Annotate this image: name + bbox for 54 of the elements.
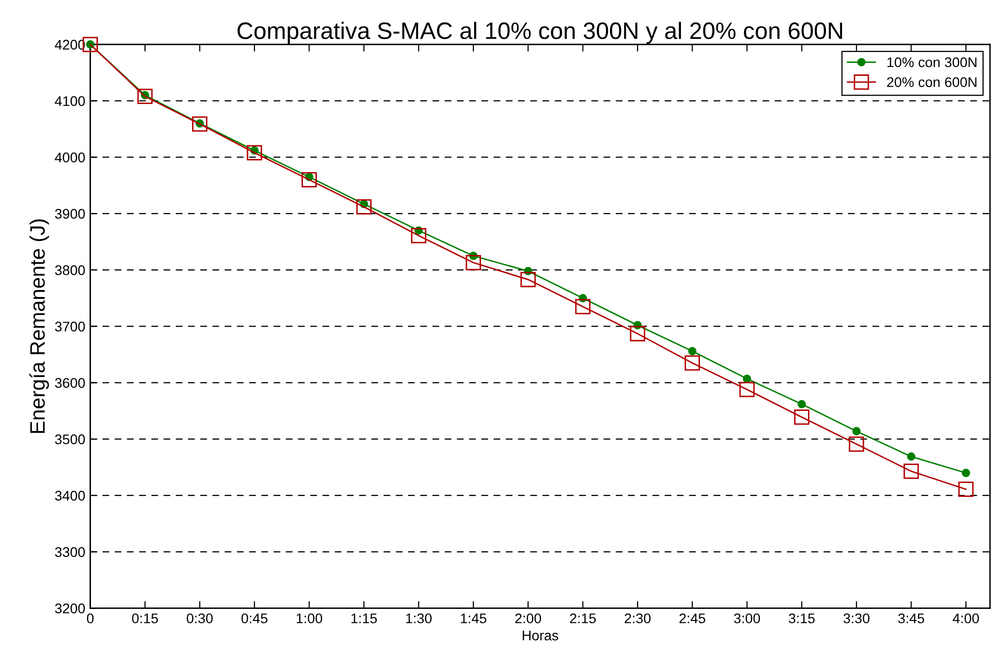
x-tick-label: 3:45 (898, 613, 924, 624)
point (852, 427, 861, 436)
y-axis-title: Energía Remanente (J) (29, 219, 49, 433)
point (466, 255, 482, 270)
point (137, 88, 153, 104)
point (356, 199, 372, 214)
y-tick-label: 3800 (55, 265, 85, 276)
point (411, 228, 426, 244)
x-tick-label: 0:15 (132, 613, 158, 624)
point (794, 409, 810, 425)
y-tick-label: 3400 (55, 490, 85, 501)
point (630, 326, 646, 342)
y-tick-label: 3200 (55, 604, 85, 614)
x-tick-label: 2:30 (624, 613, 651, 624)
point (246, 145, 262, 160)
point (904, 464, 919, 479)
legend-label: 10% con 300N (887, 57, 976, 68)
x-tick-label: 4:00 (952, 613, 979, 624)
y-tick-label: 3700 (55, 322, 85, 332)
y-tick-label: 3300 (55, 547, 85, 558)
x-tick-label: 1:30 (406, 613, 432, 624)
y-tick-label: 4100 (54, 96, 85, 106)
point (742, 374, 752, 383)
x-tick-label: 1:15 (351, 614, 377, 624)
x-tick-label: 2:15 (570, 613, 596, 624)
point (520, 272, 536, 288)
x-tick-label: 3:15 (788, 613, 815, 624)
point (302, 172, 317, 188)
y-tick-label: 4000 (54, 152, 85, 162)
x-tick-label: 2:45 (679, 613, 706, 624)
x-tick-label: 0:45 (241, 613, 268, 624)
point (962, 468, 970, 478)
x-tick-label: 3:00 (734, 613, 760, 624)
x-tick-label: 3:30 (843, 613, 870, 624)
y-tick-label: 3600 (55, 378, 85, 388)
point (798, 400, 806, 408)
point (684, 355, 700, 371)
point (907, 452, 916, 461)
legend-label: 20% con 600N (887, 77, 976, 88)
chart-title: Comparativa S-MAC al 10% con 300N y al 20% con 600N (238, 22, 842, 44)
point (848, 436, 864, 452)
x-tick-label: 2:00 (515, 613, 542, 624)
point (192, 116, 208, 132)
x-tick-label: 0 (86, 613, 94, 624)
x-tick-label: 1:45 (460, 614, 486, 624)
x-tick-label: 1:00 (296, 613, 322, 624)
point (739, 382, 755, 398)
point (958, 482, 974, 497)
x-axis-title: Horas (522, 630, 558, 640)
x-tick-label: 0:30 (186, 613, 213, 624)
y-tick-label: 3900 (55, 208, 85, 219)
point (575, 298, 590, 314)
point (688, 346, 696, 356)
y-tick-label: 3500 (55, 434, 85, 444)
